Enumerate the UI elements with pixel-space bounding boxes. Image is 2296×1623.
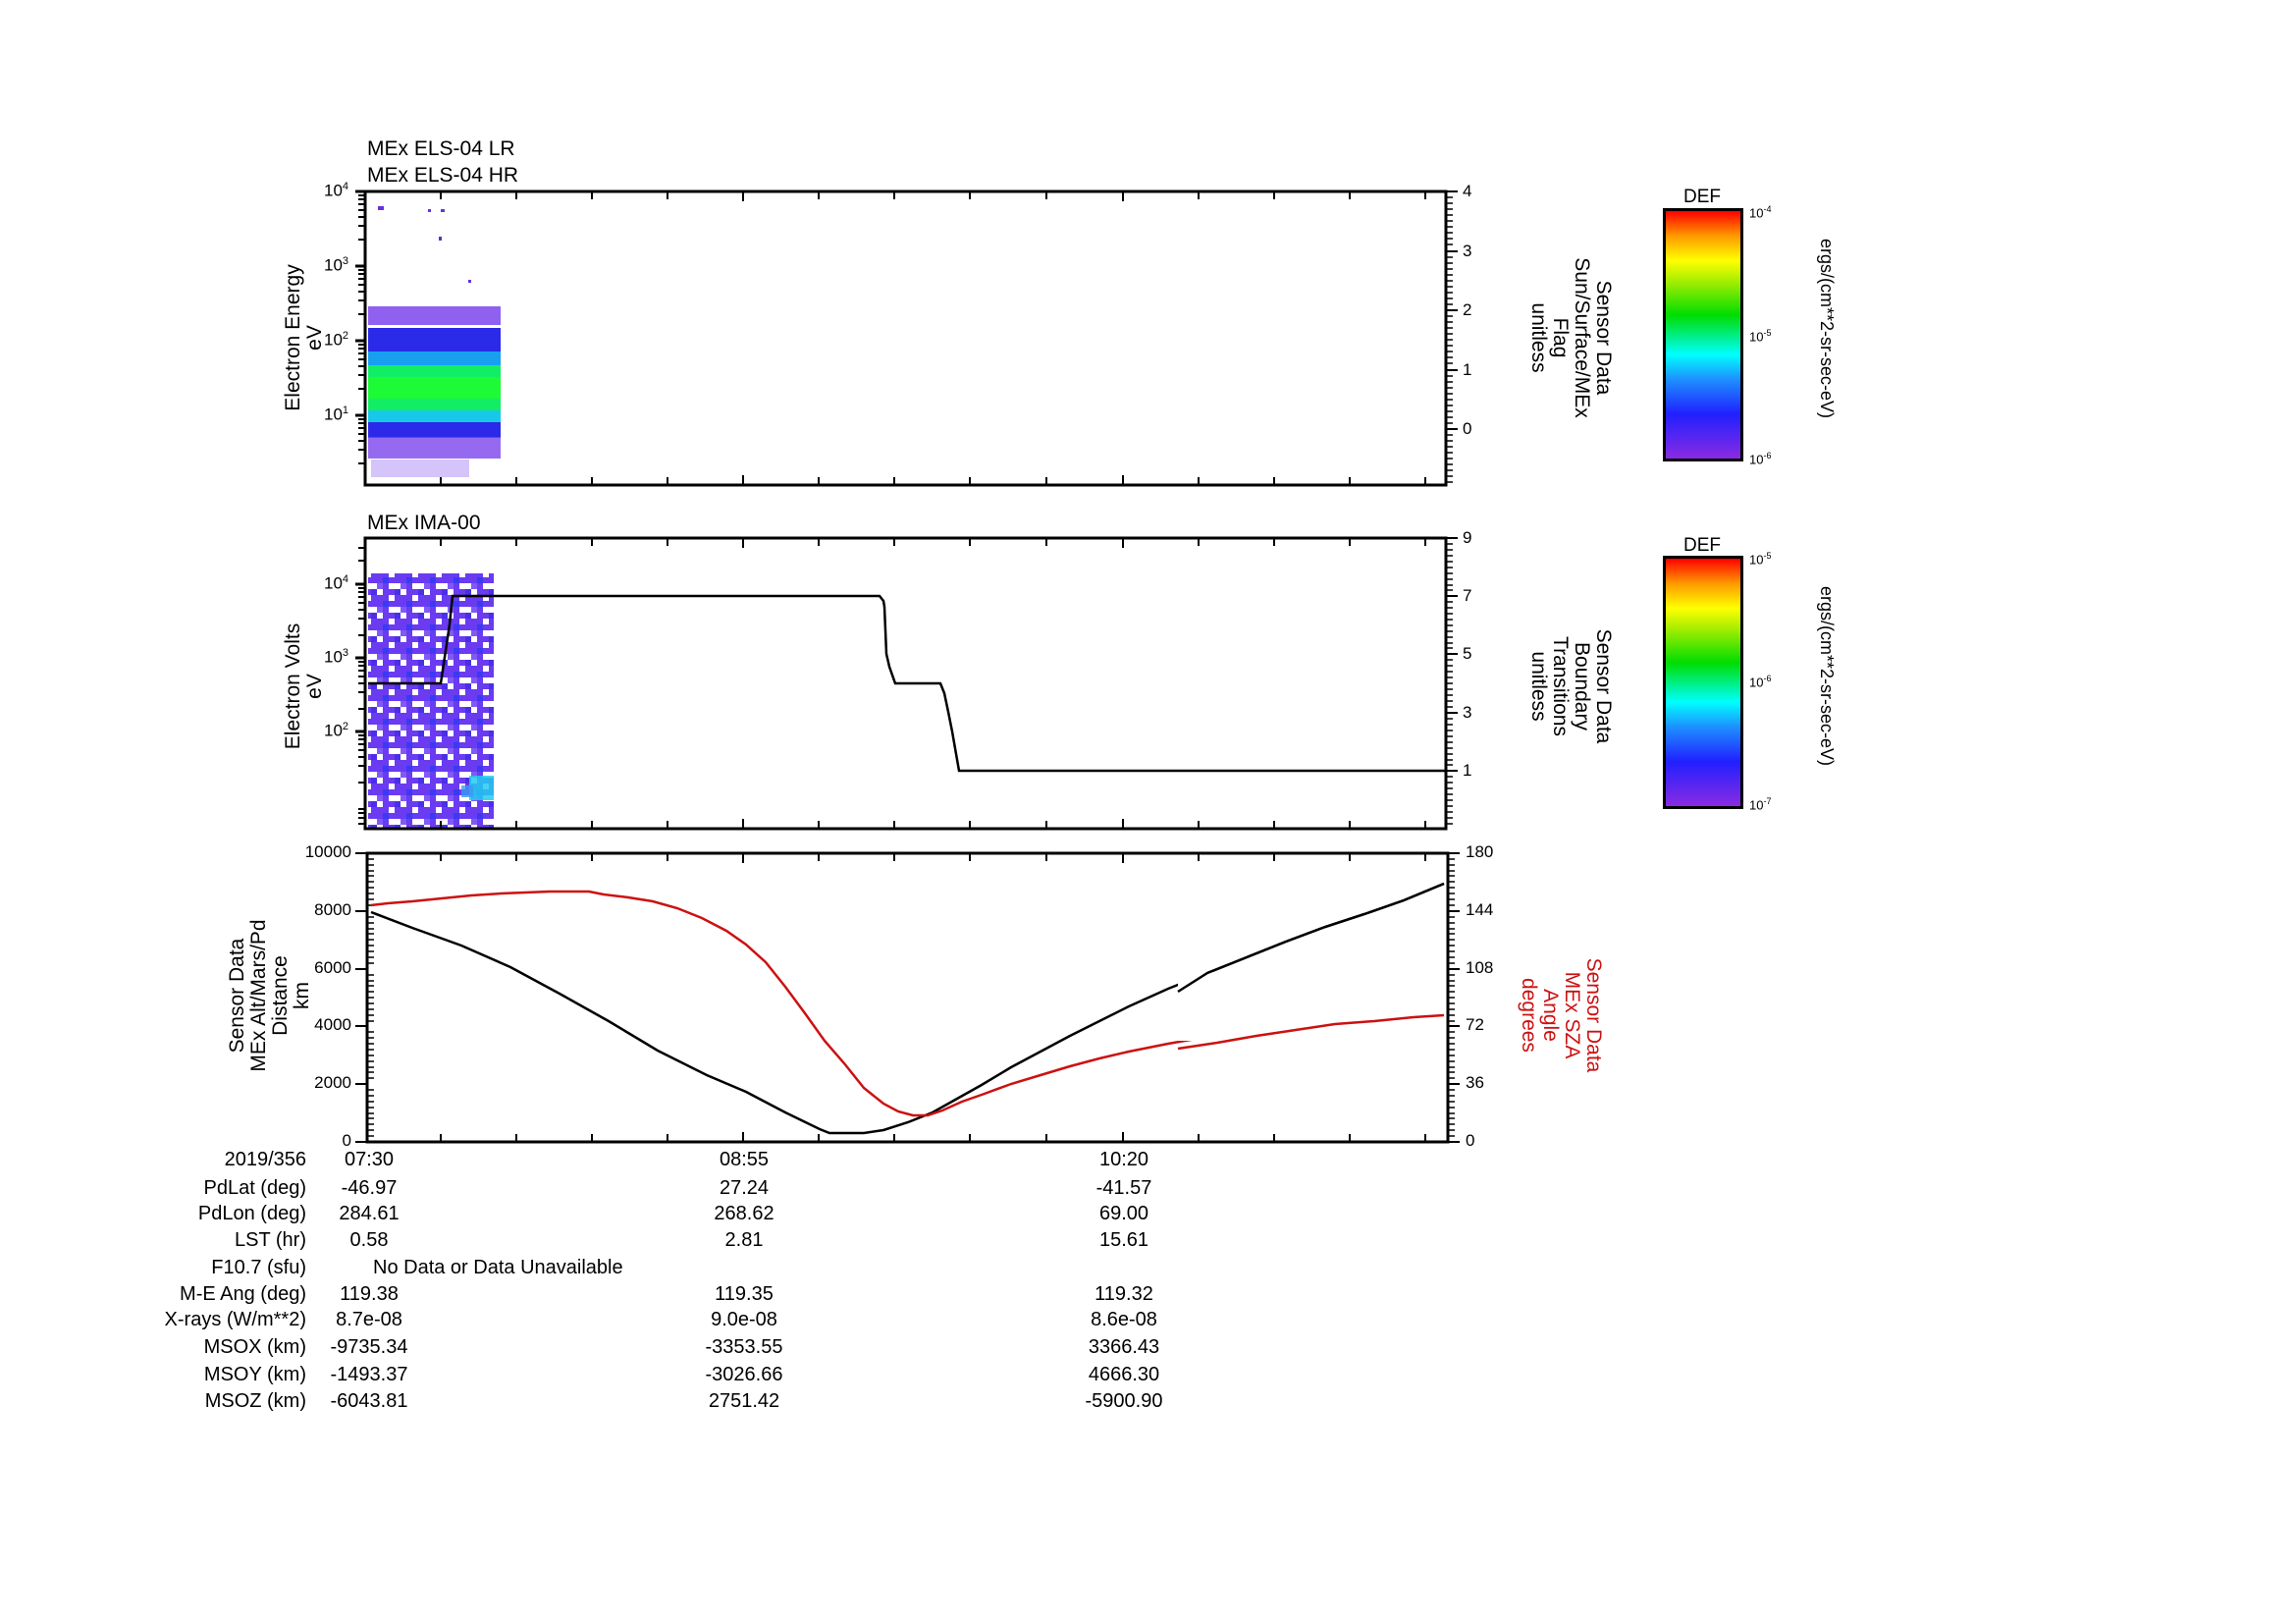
colorbar2-max: 10-5 [1749, 551, 1772, 568]
p2-rtick: 1 [1463, 761, 1472, 780]
eph-row-label: MSOX (km) [203, 1336, 306, 1358]
panel2-title: MEx IMA-00 [367, 512, 481, 534]
panel2-spectrogram [368, 573, 494, 829]
eph-row-label: M-E Ang (deg) [180, 1283, 306, 1305]
eph-cell: 268.62 [714, 1203, 774, 1224]
eph-cell: 0.58 [349, 1229, 389, 1251]
eph-cell: 3366.43 [1088, 1336, 1160, 1358]
eph-row-label: F10.7 (sfu) [211, 1257, 306, 1278]
colorbar1-min: 10-6 [1749, 451, 1772, 467]
eph-time: 08:55 [719, 1149, 770, 1170]
colorbar1-units: ergs/(cm**2-sr-sec-eV) [1817, 239, 1837, 419]
panel3-minor-ticks [367, 858, 1455, 1137]
p2-rtick: 9 [1463, 528, 1472, 547]
eph-cell: 8.6e-08 [1091, 1309, 1157, 1330]
eph-cell: -3026.66 [705, 1364, 783, 1385]
panel2-frame [355, 536, 1458, 831]
p1-rtick: 4 [1463, 182, 1472, 200]
eph-cell: 9.0e-08 [711, 1309, 777, 1330]
distance-line [370, 882, 1445, 1135]
eph-cell: 119.38 [340, 1283, 399, 1305]
eph-cell: -41.57 [1095, 1177, 1152, 1199]
p2-ytick-1e4: 104 [324, 573, 349, 593]
eph-row-label: LST (hr) [235, 1229, 306, 1251]
eph-row-label: PdLon (deg) [197, 1203, 306, 1224]
eph-cell: 15.61 [1098, 1229, 1149, 1251]
p1-rtick: 1 [1463, 360, 1472, 379]
p3-ytick: 10000 [304, 842, 351, 861]
p2-rtick: 3 [1463, 703, 1472, 722]
panel1-title-lr: MEx ELS-04 LR [367, 137, 515, 160]
p3-ytick: 0 [342, 1131, 351, 1150]
eph-row-label: MSOY (km) [203, 1364, 306, 1385]
p3-rtick: 108 [1466, 958, 1494, 977]
eph-row-label: X-rays (W/m**2) [164, 1309, 306, 1330]
eph-cell: -5900.90 [1085, 1390, 1163, 1412]
p3-rtick: 0 [1466, 1131, 1475, 1150]
eph-cell: -1493.37 [330, 1364, 408, 1385]
p3-ytick: 8000 [314, 900, 351, 919]
colorbar2-min: 10-7 [1749, 796, 1772, 813]
p3-ytick: 6000 [314, 958, 351, 977]
boundary-transitions-line [368, 594, 1446, 773]
p2-ytick-1e3: 103 [324, 647, 349, 667]
p3-ytick: 4000 [314, 1015, 351, 1034]
p1-rtick: 3 [1463, 242, 1472, 260]
eph-time: 10:20 [1098, 1149, 1149, 1170]
colorbar1-title: DEF [1683, 187, 1721, 207]
p1-rtick: 0 [1463, 419, 1472, 438]
eph-cell: -6043.81 [330, 1390, 408, 1412]
eph-row-label: MSOZ (km) [204, 1390, 306, 1412]
panel1-spectrogram [368, 206, 501, 477]
panel1-title-hr: MEx ELS-04 HR [367, 164, 519, 187]
eph-cell: -46.97 [341, 1177, 398, 1199]
p1-ytick-1e1: 101 [324, 405, 349, 424]
eph-time: 07:30 [344, 1149, 395, 1170]
eph-cell: 2751.42 [708, 1390, 780, 1412]
panel1-frame [355, 189, 1458, 487]
eph-cell: 119.32 [1095, 1283, 1153, 1305]
p2-rtick: 5 [1463, 644, 1472, 663]
eph-cell: 69.00 [1098, 1203, 1149, 1224]
colorbar1-max: 10-4 [1749, 204, 1772, 221]
eph-cell: 119.35 [715, 1283, 774, 1305]
colorbar1-mid: 10-5 [1749, 328, 1772, 345]
colorbar2-units: ergs/(cm**2-sr-sec-eV) [1817, 586, 1837, 767]
p3-ytick: 2000 [314, 1073, 351, 1092]
eph-cell: 4666.30 [1088, 1364, 1160, 1385]
eph-cell: 284.61 [339, 1203, 400, 1224]
eph-row-label: PdLat (deg) [203, 1177, 306, 1199]
eph-cell: -3353.55 [705, 1336, 783, 1358]
p1-ytick-1e2: 102 [324, 330, 349, 350]
colorbar2-title: DEF [1683, 535, 1721, 556]
eph-date: 2019/356 [224, 1149, 306, 1170]
p3-rtick: 180 [1466, 842, 1494, 861]
p2-ytick-1e2: 102 [324, 721, 349, 740]
p1-ytick-1e3: 103 [324, 255, 349, 275]
p2-rtick: 7 [1463, 586, 1472, 605]
colorbar1 [1663, 208, 1743, 461]
eph-cell: -9735.34 [330, 1336, 408, 1358]
eph-cell: 2.81 [724, 1229, 764, 1251]
sza-line [370, 890, 1445, 1117]
p1-rtick: 2 [1463, 300, 1472, 319]
colorbar2 [1663, 556, 1743, 809]
p3-rtick: 36 [1466, 1073, 1484, 1092]
colorbar2-mid: 10-6 [1749, 674, 1772, 690]
eph-cell: 27.24 [719, 1177, 770, 1199]
eph-cell: 8.7e-08 [336, 1309, 402, 1330]
panel3-frame [355, 851, 1460, 1144]
p3-rtick: 72 [1466, 1015, 1484, 1034]
eph-no-data-note: No Data or Data Unavailable [373, 1257, 623, 1278]
p3-rtick: 144 [1466, 900, 1494, 919]
